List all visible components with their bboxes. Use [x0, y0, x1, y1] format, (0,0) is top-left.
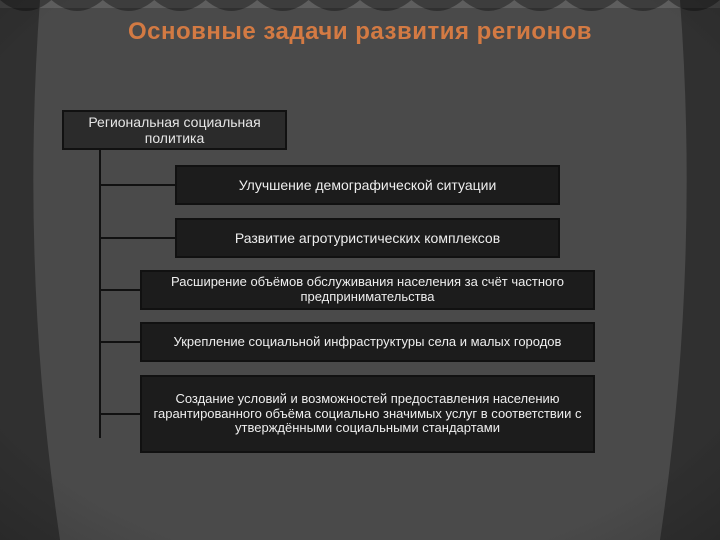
- child-box-2: Расширение объёмов обслуживания населени…: [140, 270, 595, 310]
- child-box-4: Создание условий и возможностей предоста…: [140, 375, 595, 453]
- child-box-1: Развитие агротуристических комплексов: [175, 218, 560, 258]
- tree-branch: [100, 289, 140, 291]
- child-box-3: Укрепление социальной инфраструктуры сел…: [140, 322, 595, 362]
- child-box-0: Улучшение демографической ситуации: [175, 165, 560, 205]
- tree-branch: [100, 341, 140, 343]
- tree-branch: [100, 413, 140, 415]
- slide: Основные задачи развития регионов Регион…: [0, 0, 720, 540]
- slide-title: Основные задачи развития регионов: [10, 18, 710, 46]
- tree-branch: [100, 237, 175, 239]
- tree-branch: [100, 184, 175, 186]
- tree-trunk: [99, 150, 101, 438]
- root-box: Региональная социальная политика: [62, 110, 287, 150]
